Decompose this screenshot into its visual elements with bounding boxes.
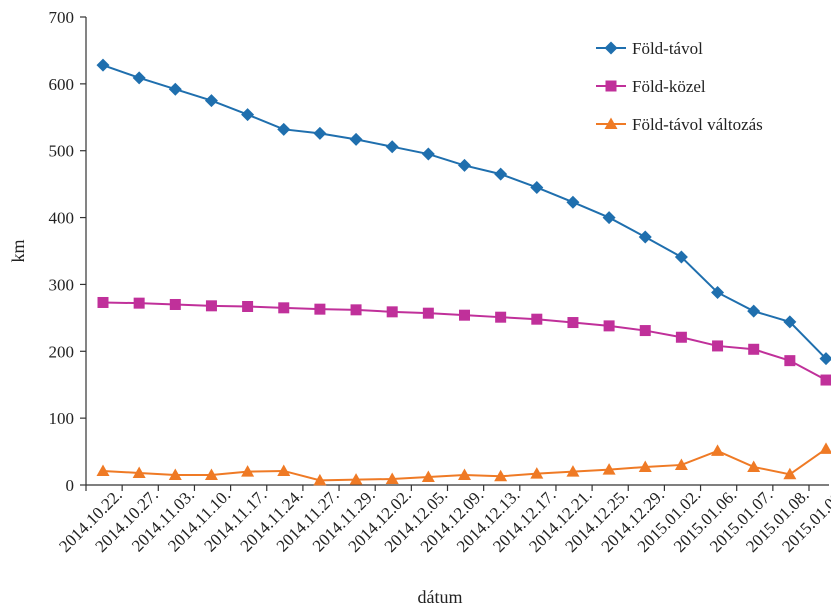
data-point xyxy=(277,464,291,476)
y-tick-label: 100 xyxy=(49,409,75,428)
data-point xyxy=(530,467,544,479)
data-point xyxy=(313,473,327,486)
data-point xyxy=(132,71,146,85)
legend-marker xyxy=(604,41,618,55)
data-point xyxy=(494,469,508,482)
data-point xyxy=(241,465,255,477)
data-point xyxy=(385,472,399,484)
x-axis-title: dátum xyxy=(418,587,463,606)
y-tick-label: 700 xyxy=(49,8,75,27)
data-point xyxy=(638,230,652,244)
data-point xyxy=(711,444,725,456)
data-point xyxy=(350,304,362,316)
data-point xyxy=(567,317,579,329)
data-point xyxy=(820,374,831,386)
data-point xyxy=(242,300,254,312)
data-point xyxy=(494,167,508,181)
data-point xyxy=(711,285,725,299)
axes xyxy=(85,17,829,486)
data-point xyxy=(566,465,580,477)
data-point xyxy=(639,325,651,337)
y-tick-label: 400 xyxy=(49,209,75,228)
legend-label: Föld-távol változás xyxy=(632,115,763,134)
data-point xyxy=(784,355,796,367)
legend: Föld-távol Föld-közel Föld-távol változás xyxy=(596,39,763,134)
series-3 xyxy=(96,442,831,486)
data-point xyxy=(96,464,110,476)
data-point xyxy=(530,180,544,194)
data-point xyxy=(96,58,110,72)
data-point xyxy=(747,304,761,318)
data-point xyxy=(349,473,363,485)
data-point xyxy=(132,466,146,478)
legend-label: Föld-közel xyxy=(632,77,706,96)
data-point xyxy=(204,94,218,108)
y-ticks: 0 100 200 300 400 500 600 700 xyxy=(49,8,86,495)
y-tick-label: 500 xyxy=(49,142,75,161)
data-point xyxy=(277,122,291,136)
x-ticks: 2014.10.22.2014.10.27.2014.11.03.2014.11… xyxy=(55,485,831,556)
data-point xyxy=(531,313,543,325)
data-point xyxy=(458,158,471,172)
data-point xyxy=(314,303,326,315)
y-tick-label: 300 xyxy=(49,275,75,294)
data-point xyxy=(385,140,399,154)
data-point xyxy=(169,298,181,310)
y-tick-label: 200 xyxy=(49,342,75,361)
data-point xyxy=(602,211,616,225)
data-point xyxy=(205,300,217,312)
legend-label: Föld-távol xyxy=(632,39,703,58)
legend-marker xyxy=(605,80,617,92)
series-2 xyxy=(97,296,831,386)
data-point xyxy=(421,147,435,161)
data-point xyxy=(241,108,255,122)
data-point xyxy=(783,467,797,480)
data-point xyxy=(168,468,182,480)
data-point xyxy=(674,458,688,470)
y-axis-title: km xyxy=(8,239,28,262)
data-point xyxy=(133,297,145,309)
data-point xyxy=(603,320,615,332)
data-point xyxy=(97,296,109,308)
legend-marker xyxy=(604,117,618,129)
data-point xyxy=(458,468,471,480)
y-tick-label: 600 xyxy=(49,75,75,94)
data-point xyxy=(783,315,797,329)
series-layer xyxy=(96,58,831,486)
data-point xyxy=(349,132,363,146)
data-point xyxy=(819,442,831,454)
data-point xyxy=(459,309,470,321)
data-point xyxy=(712,340,724,352)
data-point xyxy=(675,331,687,343)
data-point xyxy=(386,306,398,318)
data-point xyxy=(674,250,688,264)
data-point xyxy=(278,302,290,314)
data-point xyxy=(602,463,616,475)
data-point xyxy=(495,311,507,323)
data-point xyxy=(204,468,218,480)
data-point xyxy=(748,343,760,355)
data-point xyxy=(747,460,761,472)
data-point xyxy=(313,126,327,140)
y-tick-label: 0 xyxy=(66,476,75,495)
data-point xyxy=(421,470,435,482)
data-point xyxy=(422,307,434,319)
series-1 xyxy=(96,58,831,366)
data-point xyxy=(566,195,580,209)
data-point xyxy=(638,460,652,472)
data-point xyxy=(819,352,831,366)
data-point xyxy=(168,82,182,96)
